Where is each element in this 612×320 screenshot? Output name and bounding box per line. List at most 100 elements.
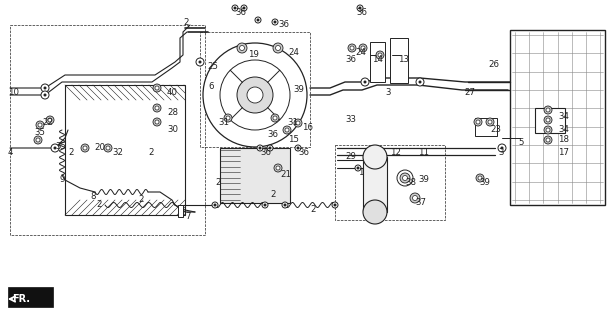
Text: 4: 4 bbox=[8, 148, 13, 157]
Circle shape bbox=[361, 46, 365, 50]
Text: 11: 11 bbox=[418, 148, 429, 157]
Circle shape bbox=[241, 5, 247, 11]
Circle shape bbox=[363, 200, 387, 224]
Circle shape bbox=[41, 84, 49, 92]
Text: 32: 32 bbox=[112, 148, 123, 157]
Circle shape bbox=[262, 202, 268, 208]
Text: 15: 15 bbox=[288, 135, 299, 144]
Bar bbox=[475, 118, 497, 136]
Circle shape bbox=[357, 166, 359, 170]
Text: 31: 31 bbox=[287, 118, 298, 127]
Circle shape bbox=[224, 114, 232, 122]
Circle shape bbox=[36, 138, 40, 142]
Bar bbox=[370, 42, 385, 82]
Circle shape bbox=[214, 204, 217, 206]
Circle shape bbox=[400, 173, 410, 183]
Circle shape bbox=[486, 118, 494, 126]
Text: 24: 24 bbox=[288, 48, 299, 57]
Circle shape bbox=[285, 128, 289, 132]
Circle shape bbox=[355, 165, 361, 171]
Circle shape bbox=[359, 6, 362, 10]
Bar bbox=[390, 38, 408, 83]
Text: 8: 8 bbox=[90, 192, 95, 201]
Bar bbox=[535, 108, 565, 133]
Circle shape bbox=[83, 146, 87, 150]
Circle shape bbox=[410, 193, 420, 203]
Circle shape bbox=[501, 147, 504, 149]
Bar bbox=[65, 85, 185, 215]
Bar bbox=[178, 205, 183, 217]
Circle shape bbox=[397, 170, 413, 186]
Circle shape bbox=[332, 202, 338, 208]
Text: 26: 26 bbox=[488, 60, 499, 69]
Text: 39: 39 bbox=[293, 85, 304, 94]
Circle shape bbox=[237, 43, 247, 53]
Text: 35: 35 bbox=[55, 142, 66, 151]
Circle shape bbox=[364, 81, 367, 84]
Text: 3: 3 bbox=[498, 148, 504, 157]
Circle shape bbox=[403, 175, 408, 180]
Text: 25: 25 bbox=[207, 62, 218, 71]
Circle shape bbox=[234, 6, 236, 10]
Text: FR.: FR. bbox=[12, 294, 30, 304]
Circle shape bbox=[274, 20, 277, 23]
Text: 36: 36 bbox=[356, 8, 367, 17]
Circle shape bbox=[294, 119, 302, 127]
Text: 2: 2 bbox=[183, 18, 188, 27]
Circle shape bbox=[196, 58, 204, 66]
Circle shape bbox=[247, 87, 263, 103]
Circle shape bbox=[255, 17, 261, 23]
Circle shape bbox=[258, 147, 261, 149]
Text: 38: 38 bbox=[405, 178, 416, 187]
Text: 39: 39 bbox=[479, 178, 490, 187]
Text: 36: 36 bbox=[267, 130, 278, 139]
Circle shape bbox=[544, 106, 552, 114]
Text: 28: 28 bbox=[167, 108, 178, 117]
Circle shape bbox=[295, 145, 301, 151]
Text: 37: 37 bbox=[415, 198, 426, 207]
Text: 23: 23 bbox=[490, 125, 501, 134]
Circle shape bbox=[43, 93, 47, 97]
Text: 16: 16 bbox=[302, 123, 313, 132]
Circle shape bbox=[412, 196, 417, 201]
Circle shape bbox=[350, 46, 354, 50]
Text: 30: 30 bbox=[167, 125, 178, 134]
Circle shape bbox=[212, 202, 218, 208]
Circle shape bbox=[363, 145, 387, 169]
Text: 27: 27 bbox=[464, 88, 475, 97]
Text: 2: 2 bbox=[138, 195, 143, 204]
Circle shape bbox=[348, 44, 356, 52]
Bar bbox=[335, 145, 445, 220]
Text: 34: 34 bbox=[558, 112, 569, 121]
Circle shape bbox=[476, 120, 480, 124]
Circle shape bbox=[46, 116, 54, 124]
Text: 35: 35 bbox=[34, 128, 45, 137]
Circle shape bbox=[546, 108, 550, 112]
Text: 22: 22 bbox=[42, 118, 53, 127]
Text: 36: 36 bbox=[235, 8, 246, 17]
Circle shape bbox=[273, 43, 283, 53]
Text: 2: 2 bbox=[310, 205, 316, 214]
Circle shape bbox=[203, 43, 307, 147]
Circle shape bbox=[256, 19, 259, 21]
Text: 7: 7 bbox=[185, 212, 190, 221]
Circle shape bbox=[361, 78, 369, 86]
Text: 36: 36 bbox=[298, 148, 309, 157]
Circle shape bbox=[153, 84, 161, 92]
Circle shape bbox=[232, 5, 238, 11]
Text: 14: 14 bbox=[372, 55, 383, 64]
Circle shape bbox=[43, 86, 47, 90]
Circle shape bbox=[41, 91, 49, 99]
Circle shape bbox=[51, 144, 59, 152]
Text: 20: 20 bbox=[94, 143, 105, 152]
Circle shape bbox=[269, 147, 272, 149]
Circle shape bbox=[264, 204, 266, 206]
Circle shape bbox=[474, 118, 482, 126]
Text: 12: 12 bbox=[390, 148, 401, 157]
Text: 36: 36 bbox=[345, 55, 356, 64]
Circle shape bbox=[237, 77, 273, 113]
Text: 40: 40 bbox=[167, 88, 178, 97]
Circle shape bbox=[155, 86, 159, 90]
Bar bbox=[8, 287, 53, 307]
Text: 24: 24 bbox=[355, 48, 366, 57]
